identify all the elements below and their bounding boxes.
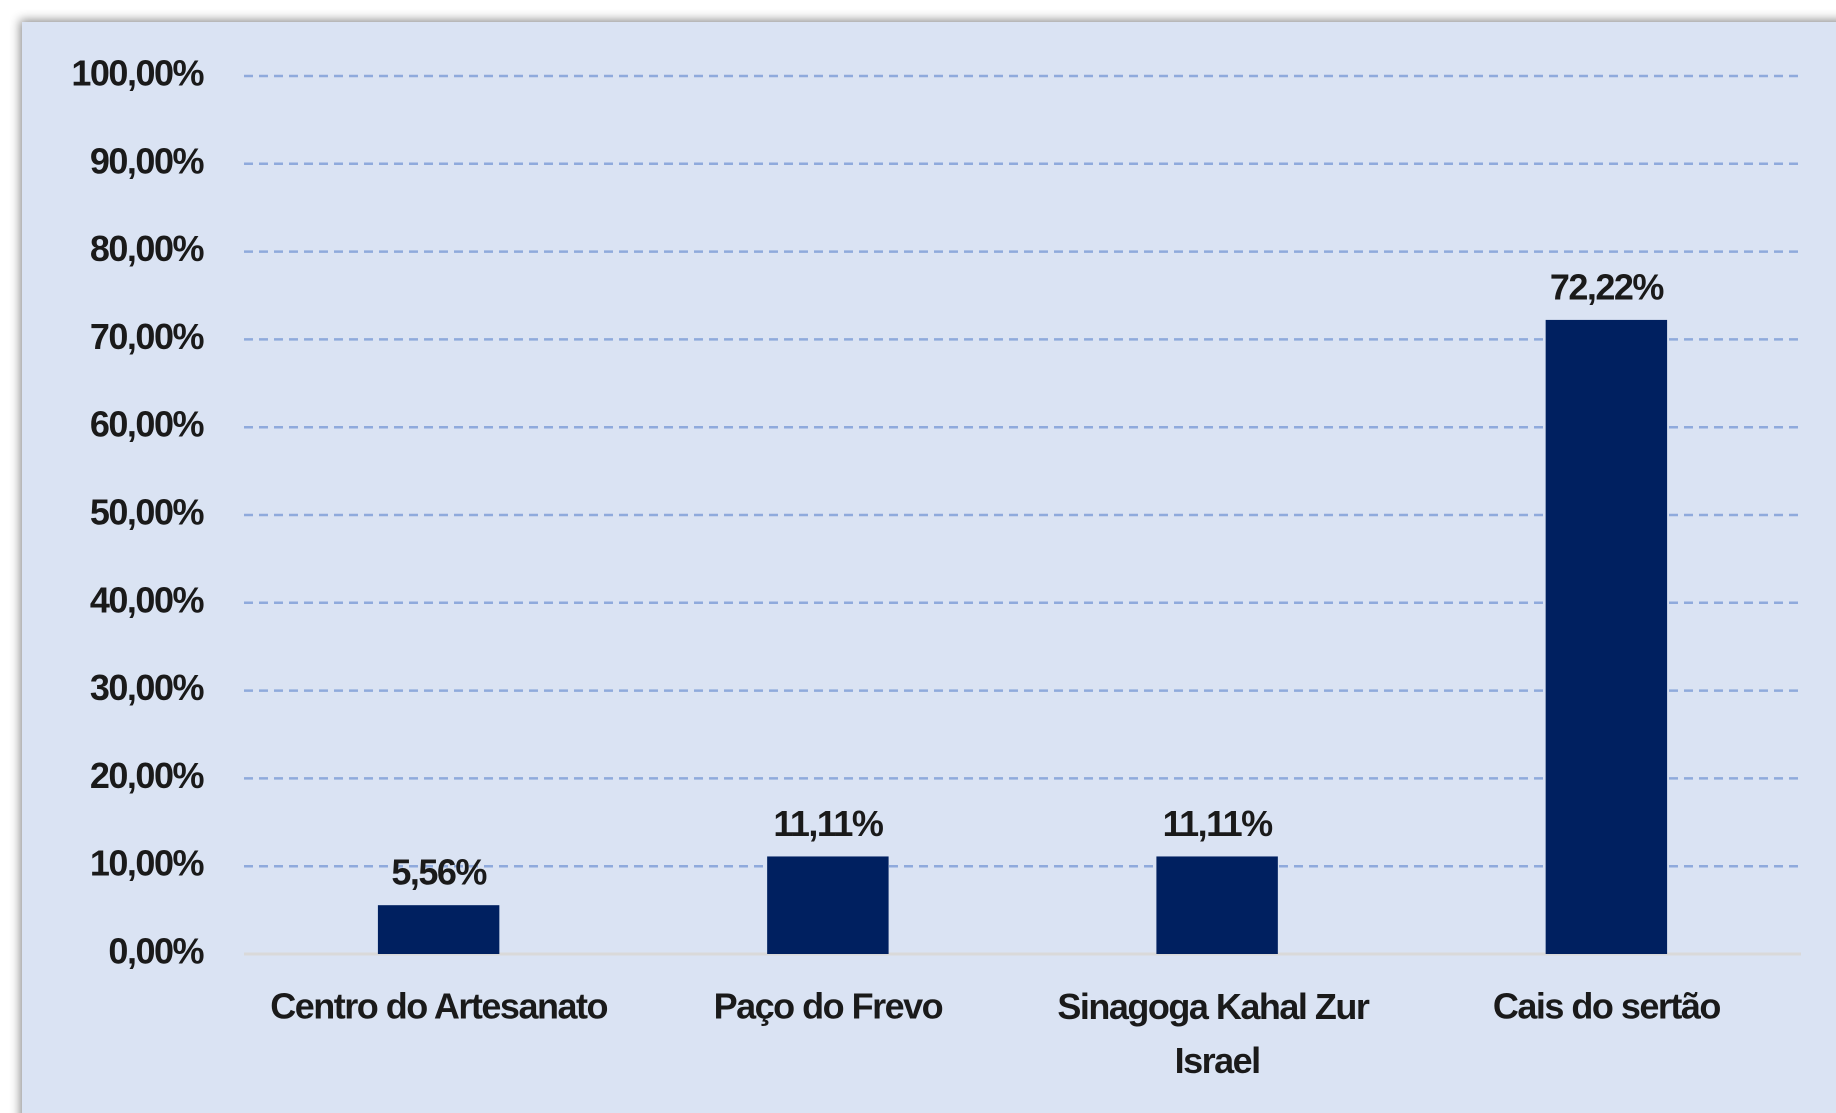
y-tick-label: 100,00% (71, 53, 204, 94)
y-tick-label: 70,00% (90, 316, 205, 357)
y-tick-label: 50,00% (90, 492, 205, 533)
data-label: 5,56% (391, 852, 487, 893)
x-tick-label: Sinagoga Kahal Zur Israel (1057, 986, 1377, 1081)
y-tick-label: 30,00% (90, 667, 205, 708)
data-label: 72,22% (1550, 266, 1665, 307)
chart-panel (22, 22, 1836, 1113)
y-tick-label: 0,00% (108, 931, 204, 972)
x-tick-label: Paço do Frevo (714, 986, 943, 1027)
y-tick-label: 80,00% (90, 228, 205, 269)
x-tick-label: Cais do sertão (1493, 986, 1721, 1027)
bar (1545, 319, 1668, 954)
y-tick-label: 10,00% (90, 843, 205, 884)
bar (1156, 856, 1278, 954)
bar (377, 905, 500, 954)
data-label: 11,11% (1163, 803, 1274, 844)
y-tick-label: 40,00% (90, 579, 205, 620)
x-tick-label: Centro do Artesanato (270, 986, 607, 1027)
y-tick-label: 90,00% (90, 140, 205, 181)
bar (767, 856, 889, 954)
y-tick-label: 60,00% (90, 404, 205, 445)
data-label: 11,11% (773, 803, 884, 844)
y-tick-label: 20,00% (90, 755, 205, 796)
